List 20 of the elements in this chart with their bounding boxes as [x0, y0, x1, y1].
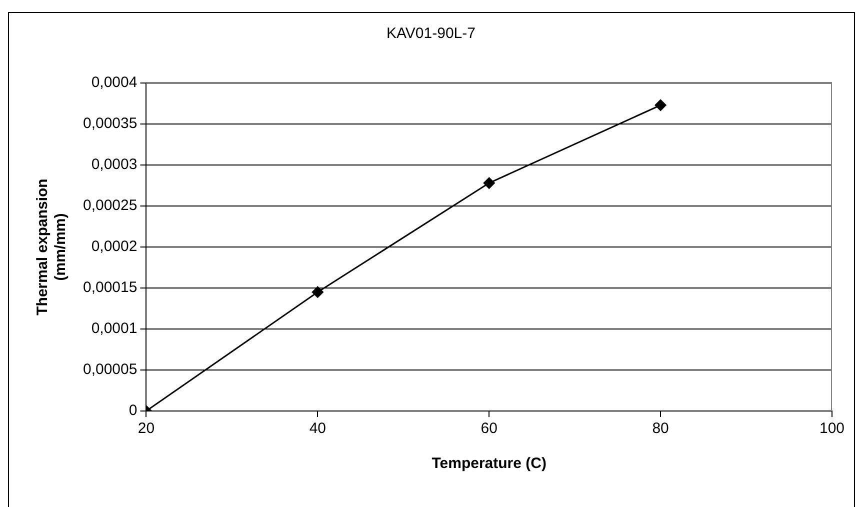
x-tick-label: 80 — [652, 420, 669, 438]
chart-title: KAV01-90L-7 — [386, 25, 476, 42]
point — [483, 177, 495, 189]
y-tick-label: 0,00005 — [82, 361, 138, 378]
y-tick-label: 0,00015 — [82, 279, 138, 296]
y-tick-label: 0,0004 — [91, 74, 138, 92]
point — [312, 286, 324, 298]
x-tick-label: 20 — [138, 420, 155, 438]
y-tick-label: 0,00025 — [82, 197, 138, 214]
y-tick-label: 0 — [128, 402, 138, 420]
point — [654, 99, 666, 111]
y-tick-label: 0,0003 — [91, 156, 138, 174]
y-tick-label: 0,00035 — [82, 115, 138, 132]
x-tick-label: 60 — [480, 420, 498, 438]
x-tick-label: 40 — [309, 420, 326, 438]
y-tick-label: 0,0001 — [91, 320, 138, 338]
y-tick-label: 0,0002 — [91, 238, 138, 256]
x-axis-title: Temperature (C) — [432, 455, 546, 472]
y-axis-title: Thermal expansion (mm/mm) — [34, 178, 70, 316]
x-tick-label: 100 — [819, 420, 845, 438]
